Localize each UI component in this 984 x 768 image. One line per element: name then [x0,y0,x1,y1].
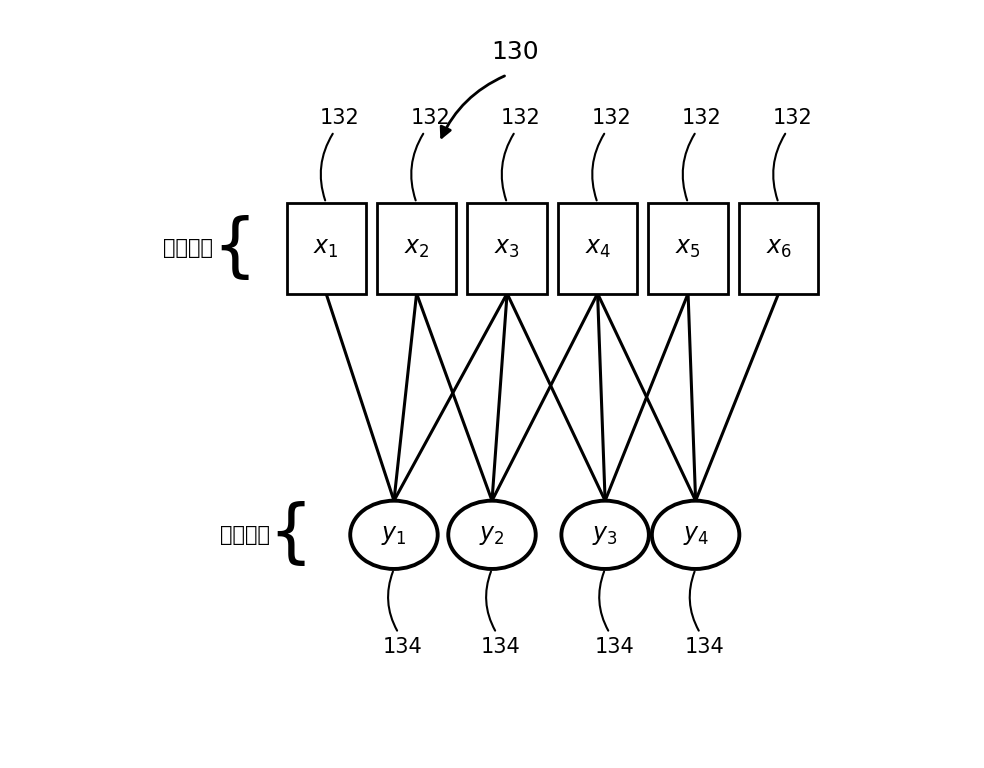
FancyBboxPatch shape [377,203,457,293]
FancyBboxPatch shape [648,203,727,293]
Text: $y_{2}$: $y_{2}$ [479,523,505,547]
Text: 134: 134 [594,637,634,657]
Ellipse shape [651,501,739,569]
Text: $x_{5}$: $x_{5}$ [675,237,701,260]
FancyBboxPatch shape [286,203,366,293]
Text: 134: 134 [383,637,423,657]
Text: $x_{2}$: $x_{2}$ [403,237,429,260]
Text: $x_{6}$: $x_{6}$ [766,237,791,260]
Text: $x_{1}$: $x_{1}$ [313,237,338,260]
Text: 函数节点: 函数节点 [219,525,270,545]
Text: $y_{1}$: $y_{1}$ [381,523,406,547]
Text: 132: 132 [772,108,812,127]
Ellipse shape [562,501,648,569]
Text: 132: 132 [501,108,540,127]
Text: 132: 132 [682,108,721,127]
Text: 134: 134 [481,637,521,657]
FancyBboxPatch shape [739,203,818,293]
Text: $y_{3}$: $y_{3}$ [592,523,618,547]
FancyBboxPatch shape [467,203,547,293]
Text: {: { [269,502,313,568]
Text: $x_{3}$: $x_{3}$ [494,237,520,260]
Ellipse shape [449,501,535,569]
Text: $x_{4}$: $x_{4}$ [584,237,611,260]
Text: 132: 132 [591,108,631,127]
Text: {: { [213,215,257,282]
Text: 132: 132 [410,108,450,127]
FancyBboxPatch shape [558,203,638,293]
Text: 130: 130 [491,40,538,65]
Text: 变量节点: 变量节点 [163,238,214,258]
Text: 134: 134 [685,637,724,657]
Text: 132: 132 [320,108,359,127]
Ellipse shape [350,501,438,569]
Text: $y_{4}$: $y_{4}$ [683,523,708,547]
